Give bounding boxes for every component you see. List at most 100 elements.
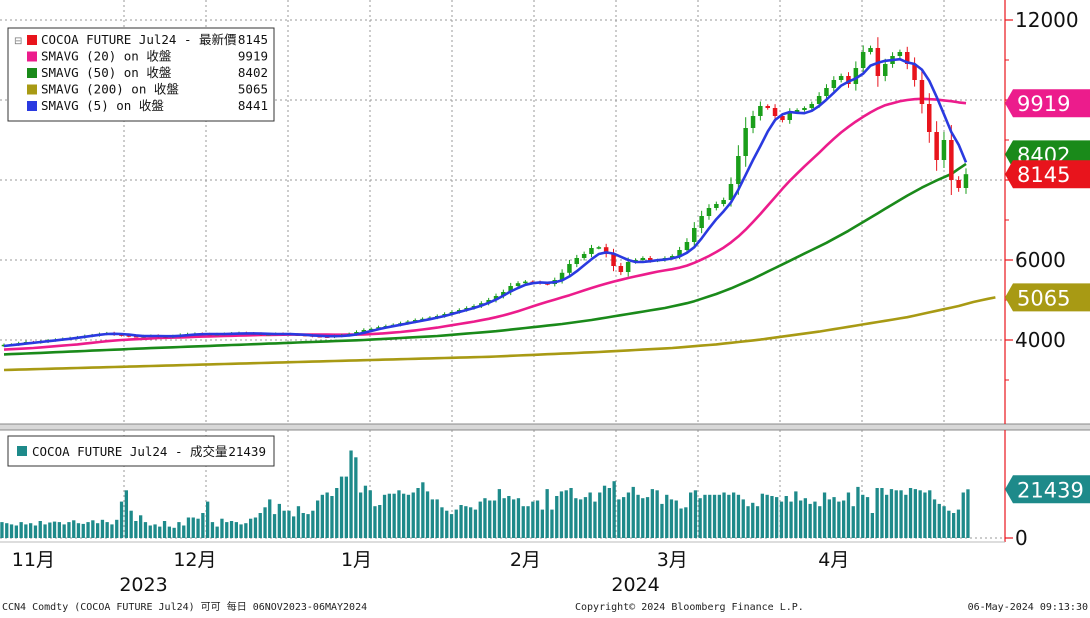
- volume-bar: [794, 491, 798, 538]
- volume-bar: [569, 488, 573, 538]
- candle-body: [794, 110, 800, 112]
- volume-bar: [301, 513, 305, 538]
- legend-label: COCOA FUTURE Jul24 - 最新價: [41, 32, 237, 47]
- volume-bar: [899, 490, 903, 538]
- volume-bar: [67, 522, 71, 538]
- volume-bar: [808, 503, 812, 538]
- volume-legend-box: [7, 435, 275, 467]
- volume-bar: [253, 517, 258, 538]
- volume-bar: [799, 500, 803, 538]
- candle-body: [963, 174, 969, 188]
- volume-bar: [339, 476, 344, 538]
- volume-bar: [531, 501, 535, 538]
- x-month-label: 2月: [510, 549, 541, 571]
- x-month-label: 11月: [12, 549, 55, 571]
- volume-bar: [636, 494, 640, 538]
- volume-bar: [736, 494, 741, 538]
- candle-body: [126, 335, 132, 337]
- candle-body: [640, 258, 646, 260]
- volume-bar: [469, 507, 473, 538]
- price-tick-label: 4000: [1015, 328, 1066, 352]
- legend-swatch: [27, 35, 37, 45]
- volume-bar: [311, 510, 315, 538]
- volume-bar: [880, 488, 884, 538]
- volume-bar: [349, 450, 353, 538]
- volume-bar: [382, 494, 387, 538]
- volume-bar: [220, 518, 224, 538]
- volume-bar: [38, 521, 42, 538]
- price-tick-label: 6000: [1015, 248, 1066, 272]
- volume-bar: [746, 506, 750, 538]
- candle-body: [780, 116, 785, 120]
- volume-bar: [229, 521, 234, 538]
- volume-bar: [751, 502, 755, 538]
- volume-bar: [411, 492, 415, 538]
- candle-body: [949, 140, 954, 180]
- tag-volume-text: 21439: [1017, 478, 1084, 502]
- volume-bar: [564, 490, 568, 538]
- legend-value: 9919: [238, 49, 268, 64]
- volume-bar: [24, 524, 28, 538]
- volume-bar: [885, 494, 889, 538]
- volume-bar: [454, 509, 458, 538]
- volume-bar: [947, 510, 951, 538]
- volume-bar: [741, 499, 745, 538]
- candle-body: [684, 242, 690, 250]
- volume-bar: [712, 494, 717, 538]
- legend-layer: COCOA FUTURE Jul24 - 最新價 8145 SMAVG (20) o…: [7, 27, 275, 467]
- volume-bar: [249, 518, 253, 538]
- volume-bar: [526, 506, 530, 538]
- volume-bar: [775, 497, 779, 538]
- candle-body: [927, 104, 932, 132]
- candle-body: [501, 292, 506, 296]
- volume-bar: [282, 510, 286, 538]
- volume-bar: [665, 494, 669, 538]
- sma200-line: [3, 296, 996, 372]
- volume-bar: [182, 525, 186, 538]
- volume-bar: [488, 500, 492, 538]
- volume-bar: [717, 494, 721, 538]
- candle-body: [133, 336, 139, 338]
- volume-bar: [837, 501, 841, 538]
- legend-value: 8402: [238, 65, 268, 80]
- tag-last-price: 8145: [1005, 160, 1090, 189]
- candle-body: [567, 264, 572, 273]
- tag-sma20-bg: [1005, 89, 1090, 118]
- candle-body: [361, 330, 367, 332]
- volume-bar: [430, 499, 434, 538]
- volume-bar: [521, 506, 525, 538]
- volume-bar: [72, 520, 76, 538]
- price-legend: COCOA FUTURE Jul24 - 最新價 8145 SMAVG (20) o…: [7, 27, 275, 122]
- candle-body: [919, 80, 925, 104]
- volume-bar: [851, 506, 855, 538]
- x-month-label: 3月: [657, 549, 688, 571]
- volume-bar: [645, 497, 650, 538]
- volume-bar: [889, 489, 894, 538]
- volume-bar: [904, 494, 908, 538]
- volume-bar: [57, 522, 61, 538]
- panel-separator: [0, 424, 1090, 430]
- volume-bar: [91, 520, 95, 538]
- volume-bar: [679, 508, 683, 538]
- volume-bar: [9, 524, 14, 538]
- volume-bar: [129, 510, 133, 538]
- volume-bar: [119, 501, 124, 538]
- volume-bar: [478, 501, 482, 538]
- volume-bar: [459, 505, 463, 538]
- volume-bar: [908, 488, 913, 538]
- axis-layer: 4000 6000 12000 0 11月 12月 1月 2月 3月 4月 2023 2024: [0, 0, 1079, 596]
- x-year-label: 2024: [611, 574, 659, 596]
- volume-bar: [913, 489, 917, 538]
- footer-left: CCN4 Comdty (COCOA FUTURE Jul24) 可可 每日 0…: [2, 600, 367, 613]
- volume-bar: [306, 514, 310, 538]
- volume-bar: [760, 493, 764, 538]
- volume-bar: [435, 499, 439, 538]
- volume-bar: [535, 500, 540, 538]
- volume-bar: [5, 523, 9, 538]
- footer-center: Copyright© 2024 Bloomberg Finance L.P.: [575, 602, 804, 613]
- volume-bar: [48, 522, 52, 538]
- volume-bar: [865, 497, 870, 538]
- candle-body: [692, 228, 697, 242]
